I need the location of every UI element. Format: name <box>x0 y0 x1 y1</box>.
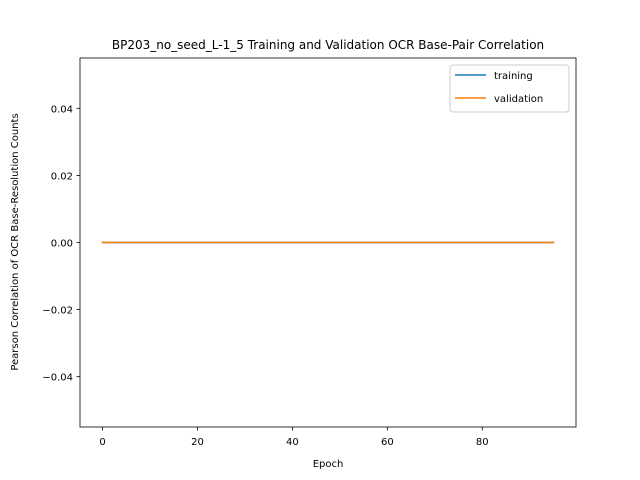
x-axis-ticks: 0 20 40 60 80 <box>99 427 489 448</box>
plot-area: 0 20 40 60 80 −0.04 −0.02 0.00 0.02 0.04 <box>42 57 577 448</box>
x-tick-label: 0 <box>99 437 105 448</box>
x-tick-label: 60 <box>381 437 394 448</box>
y-tick-label: 0.04 <box>51 104 73 115</box>
y-tick-label: 0.02 <box>51 171 73 182</box>
y-tick-label: −0.02 <box>42 306 73 317</box>
legend: training validation <box>449 64 570 113</box>
y-axis-ticks: −0.04 −0.02 0.00 0.02 0.04 <box>42 104 80 384</box>
x-tick-label: 40 <box>286 437 299 448</box>
y-axis-label: Pearson Correlation of OCR Base-Resoluti… <box>10 113 21 370</box>
y-tick-label: 0.00 <box>51 239 73 250</box>
y-tick-label: −0.04 <box>42 373 73 384</box>
legend-label-training: training <box>494 71 533 82</box>
x-tick-label: 20 <box>191 437 204 448</box>
x-tick-label: 80 <box>476 437 489 448</box>
chart-title: BP203_no_seed_L-1_5 Training and Validat… <box>112 38 544 52</box>
legend-frame <box>449 64 570 113</box>
x-axis-label: Epoch <box>313 459 344 470</box>
legend-label-validation: validation <box>494 94 543 105</box>
